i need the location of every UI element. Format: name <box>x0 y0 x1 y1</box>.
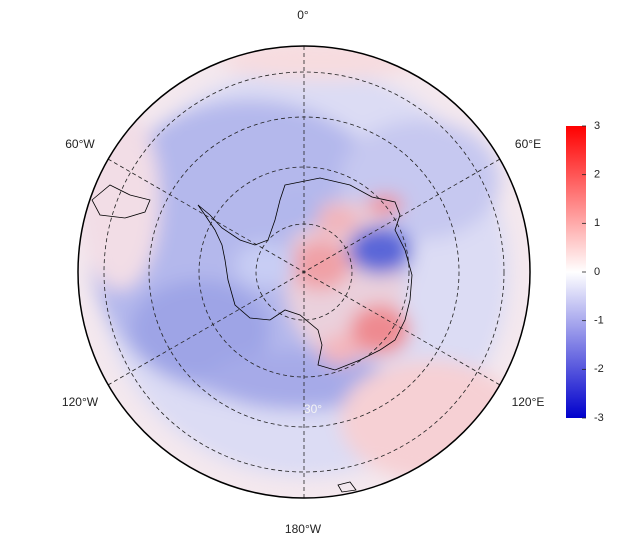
lon-label: 120°E <box>512 395 545 409</box>
graticule <box>103 46 505 498</box>
colorbar: 3 2 1 0 -1 -2 -3 <box>566 120 604 424</box>
colorbar-tick-label: 0 <box>594 266 600 278</box>
colorbar-tick-label: 2 <box>594 169 600 181</box>
colorbar-tick-label: -3 <box>594 412 604 424</box>
colorbar-scale <box>566 126 586 418</box>
coastline <box>91 177 413 493</box>
map-border <box>77 45 531 499</box>
field <box>78 46 530 498</box>
lon-label: 180°W <box>285 522 322 536</box>
colorbar-tick-label: -1 <box>594 315 604 327</box>
colorbar-tick-label: 3 <box>594 120 600 132</box>
colorbar-tick-label: 1 <box>594 217 600 229</box>
lat-label: 30° <box>304 402 322 416</box>
lon-label: 60°W <box>65 137 95 151</box>
colorbar-tick-label: -2 <box>594 363 604 375</box>
lon-label: 60°E <box>515 137 541 151</box>
lon-label: 120°W <box>62 395 99 409</box>
lon-label: 0° <box>297 8 309 22</box>
